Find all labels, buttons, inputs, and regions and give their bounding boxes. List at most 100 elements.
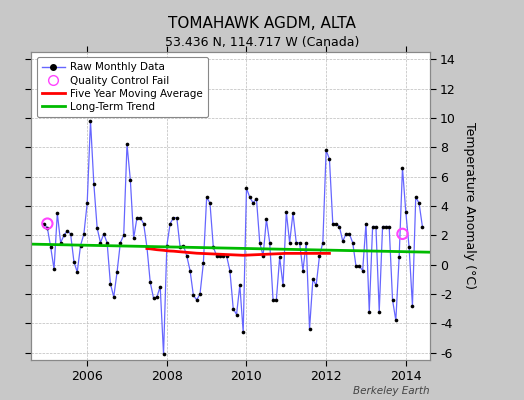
Point <box>139 220 148 227</box>
Point <box>296 240 304 246</box>
Point <box>199 260 208 266</box>
Point <box>90 181 98 187</box>
Point <box>86 118 95 124</box>
Point <box>43 225 51 231</box>
Point <box>47 244 55 250</box>
Y-axis label: Temperature Anomaly (°C): Temperature Anomaly (°C) <box>463 122 476 290</box>
Point <box>43 220 51 227</box>
Point <box>391 317 400 324</box>
Point <box>242 185 250 192</box>
Point <box>152 294 161 300</box>
Point <box>126 176 135 183</box>
Point <box>176 244 184 250</box>
Point <box>106 280 115 287</box>
Point <box>249 200 257 206</box>
Point <box>83 200 91 206</box>
Point <box>358 267 367 274</box>
Point <box>60 232 68 238</box>
Point <box>70 258 78 265</box>
Point <box>259 253 267 259</box>
Point <box>77 242 85 249</box>
Point <box>63 228 71 234</box>
Point <box>206 200 214 206</box>
Text: TOMAHAWK AGDM, ALTA: TOMAHAWK AGDM, ALTA <box>168 16 356 31</box>
Point <box>129 235 138 242</box>
Text: 53.436 N, 114.717 W (Canada): 53.436 N, 114.717 W (Canada) <box>165 36 359 49</box>
Point <box>133 214 141 221</box>
Point <box>319 240 327 246</box>
Point <box>57 240 65 246</box>
Point <box>156 284 165 290</box>
Point <box>266 240 274 246</box>
Point <box>67 231 75 237</box>
Point <box>40 220 48 227</box>
Point <box>113 269 121 275</box>
Point <box>159 351 168 357</box>
Point <box>411 194 420 200</box>
Point <box>202 194 211 200</box>
Point <box>302 240 310 246</box>
Point <box>375 308 384 315</box>
Point <box>405 244 413 250</box>
Point <box>345 231 354 237</box>
Point <box>276 254 284 260</box>
Point <box>182 253 191 259</box>
Point <box>362 220 370 227</box>
Point <box>232 311 241 318</box>
Point <box>289 210 297 216</box>
Point <box>388 297 397 303</box>
Point <box>222 253 231 259</box>
Point <box>322 147 330 154</box>
Point <box>93 225 101 231</box>
Point <box>80 231 88 237</box>
Point <box>172 214 181 221</box>
Point <box>315 253 324 259</box>
Point <box>226 267 234 274</box>
Point <box>286 240 294 246</box>
Point <box>110 294 118 300</box>
Point <box>335 223 344 230</box>
Text: Berkeley Earth: Berkeley Earth <box>353 386 430 396</box>
Point <box>398 165 407 171</box>
Point <box>103 240 111 246</box>
Point <box>119 232 128 238</box>
Point <box>162 242 171 249</box>
Point <box>381 223 390 230</box>
Point <box>401 209 410 215</box>
Point <box>415 200 423 206</box>
Point <box>212 253 221 259</box>
Point <box>149 295 158 302</box>
Point <box>282 209 290 215</box>
Point <box>146 279 155 286</box>
Point <box>342 231 350 237</box>
Legend: Raw Monthly Data, Quality Control Fail, Five Year Moving Average, Long-Term Tren: Raw Monthly Data, Quality Control Fail, … <box>37 57 208 117</box>
Point <box>216 253 224 259</box>
Point <box>219 253 227 259</box>
Point <box>116 240 125 246</box>
Point <box>143 244 151 250</box>
Point <box>272 297 280 303</box>
Point <box>229 306 237 312</box>
Point <box>299 267 307 274</box>
Point <box>312 282 320 288</box>
Point <box>418 223 427 230</box>
Point <box>279 282 287 288</box>
Point <box>269 297 277 303</box>
Point <box>339 238 347 244</box>
Point <box>395 254 403 260</box>
Point <box>189 292 198 299</box>
Point <box>136 214 145 221</box>
Point <box>325 156 334 162</box>
Point <box>332 220 340 227</box>
Point <box>368 223 377 230</box>
Point <box>309 276 317 282</box>
Point <box>252 196 260 202</box>
Point <box>348 240 357 246</box>
Point <box>365 308 374 315</box>
Point <box>292 240 300 246</box>
Point <box>96 240 105 246</box>
Point <box>166 220 174 227</box>
Point <box>50 266 58 272</box>
Point <box>329 220 337 227</box>
Point <box>408 302 417 309</box>
